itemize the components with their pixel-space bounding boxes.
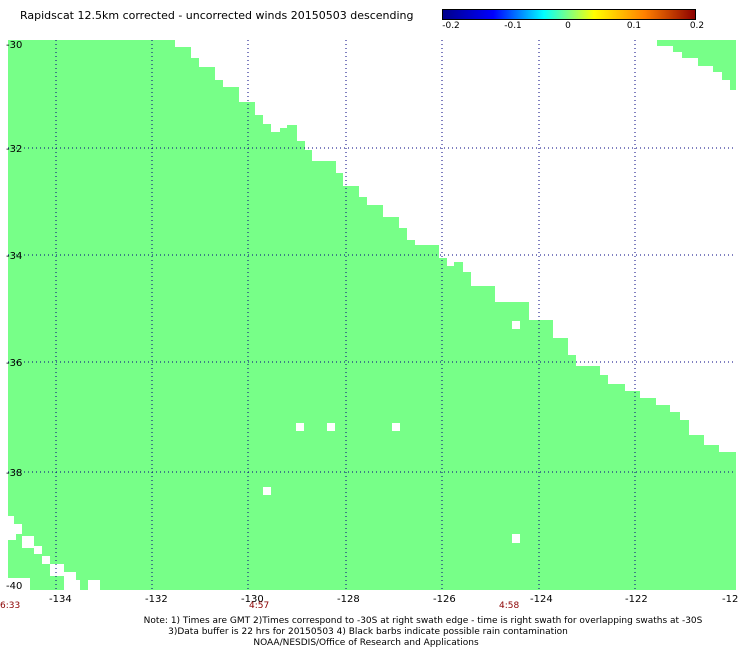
- lon-label-120: -12: [722, 594, 738, 605]
- lon-label-132: -132: [145, 594, 168, 605]
- note-line-2: 3)Data buffer is 22 hrs for 20150503 4) …: [168, 627, 568, 637]
- corner-gap: [657, 52, 665, 58]
- swath-coverage-corner: [657, 40, 736, 90]
- colorbar-label-zero: 0: [565, 21, 571, 31]
- lon-label-124: -124: [530, 594, 553, 605]
- data-gap-6: [8, 516, 14, 524]
- lon-label-134: -134: [49, 594, 72, 605]
- data-gap-11: [42, 556, 50, 564]
- lat-label-32: -32: [6, 144, 22, 155]
- colorbar-label-min: -0.2: [442, 21, 460, 31]
- data-gap-2: [327, 423, 335, 431]
- lat-label-36: -36: [6, 358, 22, 369]
- data-gaps: [8, 321, 520, 590]
- colorbar-label-neg: -0.1: [504, 21, 522, 31]
- lat-lon-grid: [8, 40, 736, 590]
- data-gap-5: [512, 534, 520, 543]
- note-line-1: Note: 1) Times are GMT 2)Times correspon…: [143, 616, 703, 626]
- wind-field: [8, 40, 736, 590]
- colorbar: [442, 9, 696, 20]
- lat-label-34: -34: [6, 251, 22, 262]
- colorbar-label-max: 0.2: [689, 21, 705, 31]
- lat-label-38: -38: [6, 468, 22, 479]
- lon-label-122: -122: [625, 594, 648, 605]
- lon-label-126: -126: [433, 594, 456, 605]
- map-title: Rapidscat 12.5km corrected - uncorrected…: [20, 9, 414, 22]
- data-gap-14: [8, 578, 30, 590]
- time-label-3: 4:58: [499, 601, 519, 611]
- swath-coverage: [8, 40, 736, 590]
- lat-label-30: -30: [6, 40, 22, 51]
- data-gap-0: [512, 321, 520, 329]
- lon-label-128: -128: [337, 594, 360, 605]
- data-gap-7: [8, 524, 22, 534]
- data-gap-4: [263, 487, 271, 495]
- lon-label-130: -130: [241, 594, 264, 605]
- time-label-1: 6:33: [0, 601, 20, 611]
- data-gap-8: [8, 534, 16, 540]
- data-gap-13: [64, 572, 76, 580]
- data-gap-16: [88, 580, 100, 590]
- data-gap-9: [22, 536, 34, 548]
- note-line-3: NOAA/NESDIS/Office of Research and Appli…: [253, 638, 479, 648]
- data-gap-15: [64, 580, 80, 590]
- data-gap-3: [392, 423, 400, 431]
- colorbar-label-pos: 0.1: [626, 21, 642, 31]
- data-gap-17: [54, 566, 60, 572]
- lat-label-40: -40: [6, 581, 22, 592]
- data-gap-1: [296, 423, 304, 431]
- data-gap-10: [34, 546, 42, 554]
- time-label-2: 4:57: [249, 601, 269, 611]
